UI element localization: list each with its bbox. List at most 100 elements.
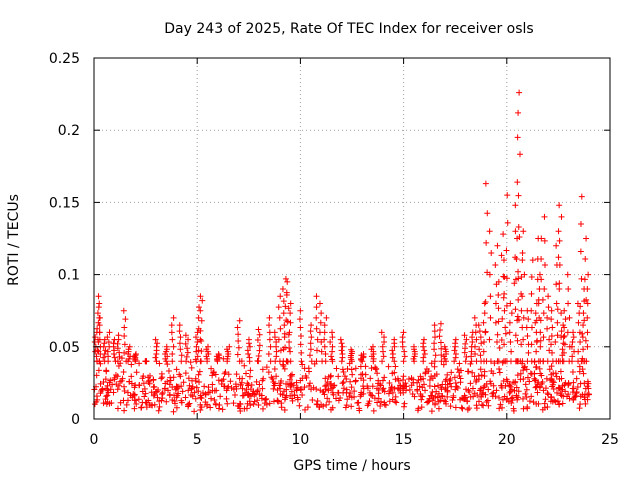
data-point (538, 235, 545, 242)
data-point (282, 275, 289, 282)
data-point (528, 393, 535, 400)
data-point (556, 401, 563, 408)
data-point (298, 349, 305, 356)
data-point (585, 390, 592, 397)
data-point (262, 396, 269, 403)
data-point (290, 382, 297, 389)
data-point (577, 303, 584, 310)
data-point (428, 408, 435, 415)
data-point (205, 384, 212, 391)
data-point (114, 386, 121, 393)
data-point (115, 382, 122, 389)
data-point (360, 390, 367, 397)
data-point (503, 247, 510, 254)
data-point (286, 345, 293, 352)
data-point (132, 351, 139, 358)
data-point (560, 349, 567, 356)
data-point (215, 405, 222, 412)
data-point (146, 380, 153, 387)
data-point (337, 395, 344, 402)
data-point (110, 340, 117, 347)
data-point (108, 400, 115, 407)
data-point (104, 348, 111, 355)
data-point (207, 404, 214, 411)
data-point (558, 375, 565, 382)
data-point (487, 378, 494, 385)
data-point (93, 372, 100, 379)
data-point (117, 399, 124, 406)
data-point (549, 349, 556, 356)
data-point (548, 332, 555, 339)
data-point (169, 336, 176, 343)
data-point (197, 401, 204, 408)
data-point (546, 366, 553, 373)
data-point (283, 317, 290, 324)
data-point (575, 348, 582, 355)
data-point (170, 314, 177, 321)
data-point (502, 330, 509, 337)
data-point (237, 407, 244, 414)
data-point (121, 349, 128, 356)
data-point (477, 385, 484, 392)
data-point (568, 343, 575, 350)
data-point (150, 392, 157, 399)
data-point (538, 255, 545, 262)
data-point (437, 339, 444, 346)
data-point (323, 382, 330, 389)
data-point (128, 373, 135, 380)
data-point (149, 402, 156, 409)
data-point (464, 397, 471, 404)
data-point (580, 370, 587, 377)
data-point (483, 239, 490, 246)
data-point (239, 375, 246, 382)
data-point (256, 331, 263, 338)
data-point (325, 373, 332, 380)
data-point (414, 407, 421, 414)
data-point (121, 383, 128, 390)
data-point (417, 376, 424, 383)
data-point (462, 340, 469, 347)
data-point (486, 271, 493, 278)
data-point (466, 405, 473, 412)
data-point (234, 351, 241, 358)
data-point (237, 381, 244, 388)
data-point (224, 385, 231, 392)
data-point (283, 292, 290, 299)
data-point (324, 378, 331, 385)
data-point (401, 403, 408, 410)
data-point (359, 371, 366, 378)
data-point (578, 193, 585, 200)
data-point (196, 368, 203, 375)
data-point (180, 379, 187, 386)
data-point (410, 343, 417, 350)
data-point (494, 331, 501, 338)
data-point (539, 296, 546, 303)
data-point (446, 377, 453, 384)
data-point (284, 358, 291, 365)
data-point (584, 329, 591, 336)
data-point (472, 329, 479, 336)
data-point (184, 349, 191, 356)
data-point (410, 376, 417, 383)
data-point (533, 400, 540, 407)
data-point (554, 389, 561, 396)
data-point (169, 397, 176, 404)
data-point (569, 338, 576, 345)
data-point (132, 352, 139, 359)
data-point (424, 399, 431, 406)
data-point (513, 392, 520, 399)
data-point (275, 304, 282, 311)
data-point (132, 382, 139, 389)
x-tick-label: 0 (90, 432, 99, 448)
data-point (503, 275, 510, 282)
data-point (512, 332, 519, 339)
data-point (559, 386, 566, 393)
data-point (271, 365, 278, 372)
data-point (581, 276, 588, 283)
data-point (223, 395, 230, 402)
data-point (347, 390, 354, 397)
data-point (400, 373, 407, 380)
data-point (284, 381, 291, 388)
data-point (560, 340, 567, 347)
